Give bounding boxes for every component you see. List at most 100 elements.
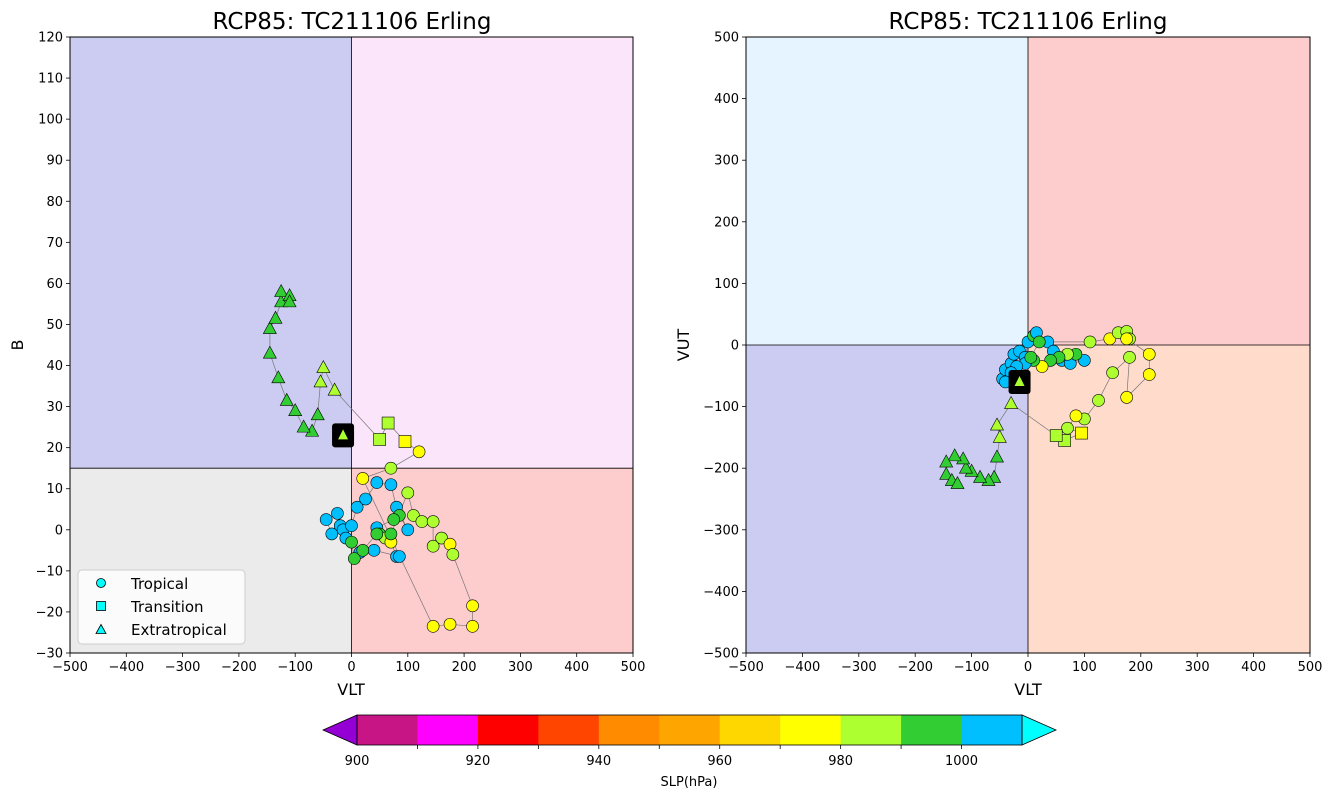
colorbar-segment	[780, 715, 842, 745]
transition-point	[1075, 426, 1088, 440]
current-position-triangle	[338, 429, 349, 440]
x-tick-label: −300	[165, 660, 201, 675]
legend-transition-square-icon	[96, 601, 106, 611]
y-tick-label: 20	[46, 441, 63, 456]
colorbar-segment	[961, 715, 1023, 745]
tropical-point	[415, 515, 429, 528]
right-y-axis-label: VUT	[674, 329, 693, 362]
tropical-point	[446, 548, 460, 561]
y-tick-label: 500	[714, 31, 739, 46]
y-tick-label: −400	[703, 585, 739, 600]
extratropical-point	[947, 448, 962, 462]
x-tick-label: 300	[508, 660, 533, 675]
left-track-markers	[262, 283, 479, 633]
y-tick-label: 50	[46, 318, 63, 333]
y-tick-label: 70	[46, 236, 63, 251]
x-tick-label: 200	[452, 660, 477, 675]
y-tick-label: −200	[703, 462, 739, 477]
tropical-point	[350, 500, 364, 514]
tropical-point	[1078, 354, 1091, 367]
legend-tropical-circle-icon	[96, 578, 106, 588]
quadrant-upper-right	[351, 37, 633, 469]
current-position-triangle	[1014, 375, 1025, 386]
left-y-axis-ticks: −30 −20 −10 0 10 20 30 40 50 60 70 80 90 100 110 120	[36, 31, 70, 662]
colorbar-segment	[477, 715, 539, 745]
tropical-point	[384, 478, 398, 491]
colorbar-tick-label: 900	[345, 754, 370, 769]
transition-point	[381, 416, 395, 430]
left-current-position-marker	[332, 423, 355, 448]
right-x-axis-label: VLT	[1014, 680, 1042, 699]
x-tick-label: 0	[1024, 660, 1032, 675]
y-tick-label: 100	[38, 113, 63, 128]
colorbar-tick-label: 920	[465, 754, 490, 769]
extratropical-point	[268, 310, 283, 324]
tropical-point	[331, 507, 344, 520]
tropical-point	[1061, 421, 1074, 435]
colorbar-segment	[357, 715, 418, 745]
x-tick-label: −300	[841, 660, 877, 675]
colorbar-over-arrow	[1021, 714, 1057, 746]
tropical-point	[387, 513, 401, 526]
left-quadrant-backgrounds	[70, 37, 633, 653]
x-tick-label: 500	[1298, 660, 1323, 675]
right-quadrant-backgrounds	[746, 37, 1310, 653]
x-tick-label: −100	[277, 660, 313, 675]
extratropical-point	[950, 475, 965, 489]
tropical-point	[466, 599, 479, 613]
tropical-point	[345, 519, 358, 532]
tropical-point	[1024, 351, 1038, 364]
x-tick-label: 400	[564, 660, 589, 675]
tropical-point	[1120, 332, 1133, 346]
colorbar-segments	[357, 715, 1023, 745]
tropical-point	[1069, 409, 1083, 423]
tropical-point	[1142, 368, 1156, 381]
y-tick-label: 10	[46, 482, 63, 497]
tropical-point	[443, 617, 457, 631]
tropical-point	[426, 515, 440, 528]
tropical-point	[384, 461, 398, 475]
extratropical-point	[992, 429, 1007, 443]
y-tick-label: 120	[38, 31, 63, 46]
tropical-point	[401, 486, 415, 500]
extratropical-point	[1004, 395, 1019, 409]
extratropical-point	[316, 359, 331, 373]
extratropical-point	[282, 294, 297, 308]
extratropical-point	[958, 460, 973, 474]
legend: Tropical Transition Extratropical	[77, 569, 246, 645]
extratropical-point	[313, 374, 328, 388]
tropical-point	[1103, 332, 1117, 346]
y-tick-label: −500	[703, 647, 739, 662]
y-tick-label: 300	[714, 154, 739, 169]
colorbar-segment	[659, 715, 721, 745]
colorbar-tick-label: 1000	[945, 754, 978, 769]
y-tick-label: −10	[36, 564, 63, 579]
tropical-point	[426, 539, 440, 553]
tropical-point	[359, 492, 372, 506]
tropical-point	[1092, 394, 1105, 407]
transition-point	[373, 433, 386, 446]
tropical-point	[1120, 391, 1133, 404]
y-tick-label: 0	[731, 339, 739, 354]
colorbar-tick-label: 940	[586, 754, 611, 769]
colorbar-segment	[417, 715, 479, 745]
tropical-point	[1106, 366, 1119, 380]
x-tick-label: −400	[108, 660, 144, 675]
extratropical-point	[288, 403, 303, 417]
y-tick-label: 400	[714, 92, 739, 107]
colorbar-segment	[538, 715, 600, 745]
y-tick-label: 100	[714, 277, 739, 292]
tropical-point	[370, 476, 384, 489]
left-chart-title: RCP85: TC211106 Erling	[213, 9, 492, 35]
tropical-point	[325, 527, 339, 541]
x-tick-label: 100	[395, 660, 420, 675]
quadrant-upper-left	[70, 37, 352, 469]
tropical-point	[1044, 354, 1057, 367]
extratropical-point	[262, 320, 277, 334]
tropical-point	[1035, 360, 1049, 373]
extratropical-point	[296, 419, 311, 433]
y-tick-label: 0	[55, 523, 63, 538]
colorbar-label: SLP(hPa)	[661, 775, 718, 790]
colorbar-segment	[598, 715, 660, 745]
x-tick-label: −200	[221, 660, 257, 675]
